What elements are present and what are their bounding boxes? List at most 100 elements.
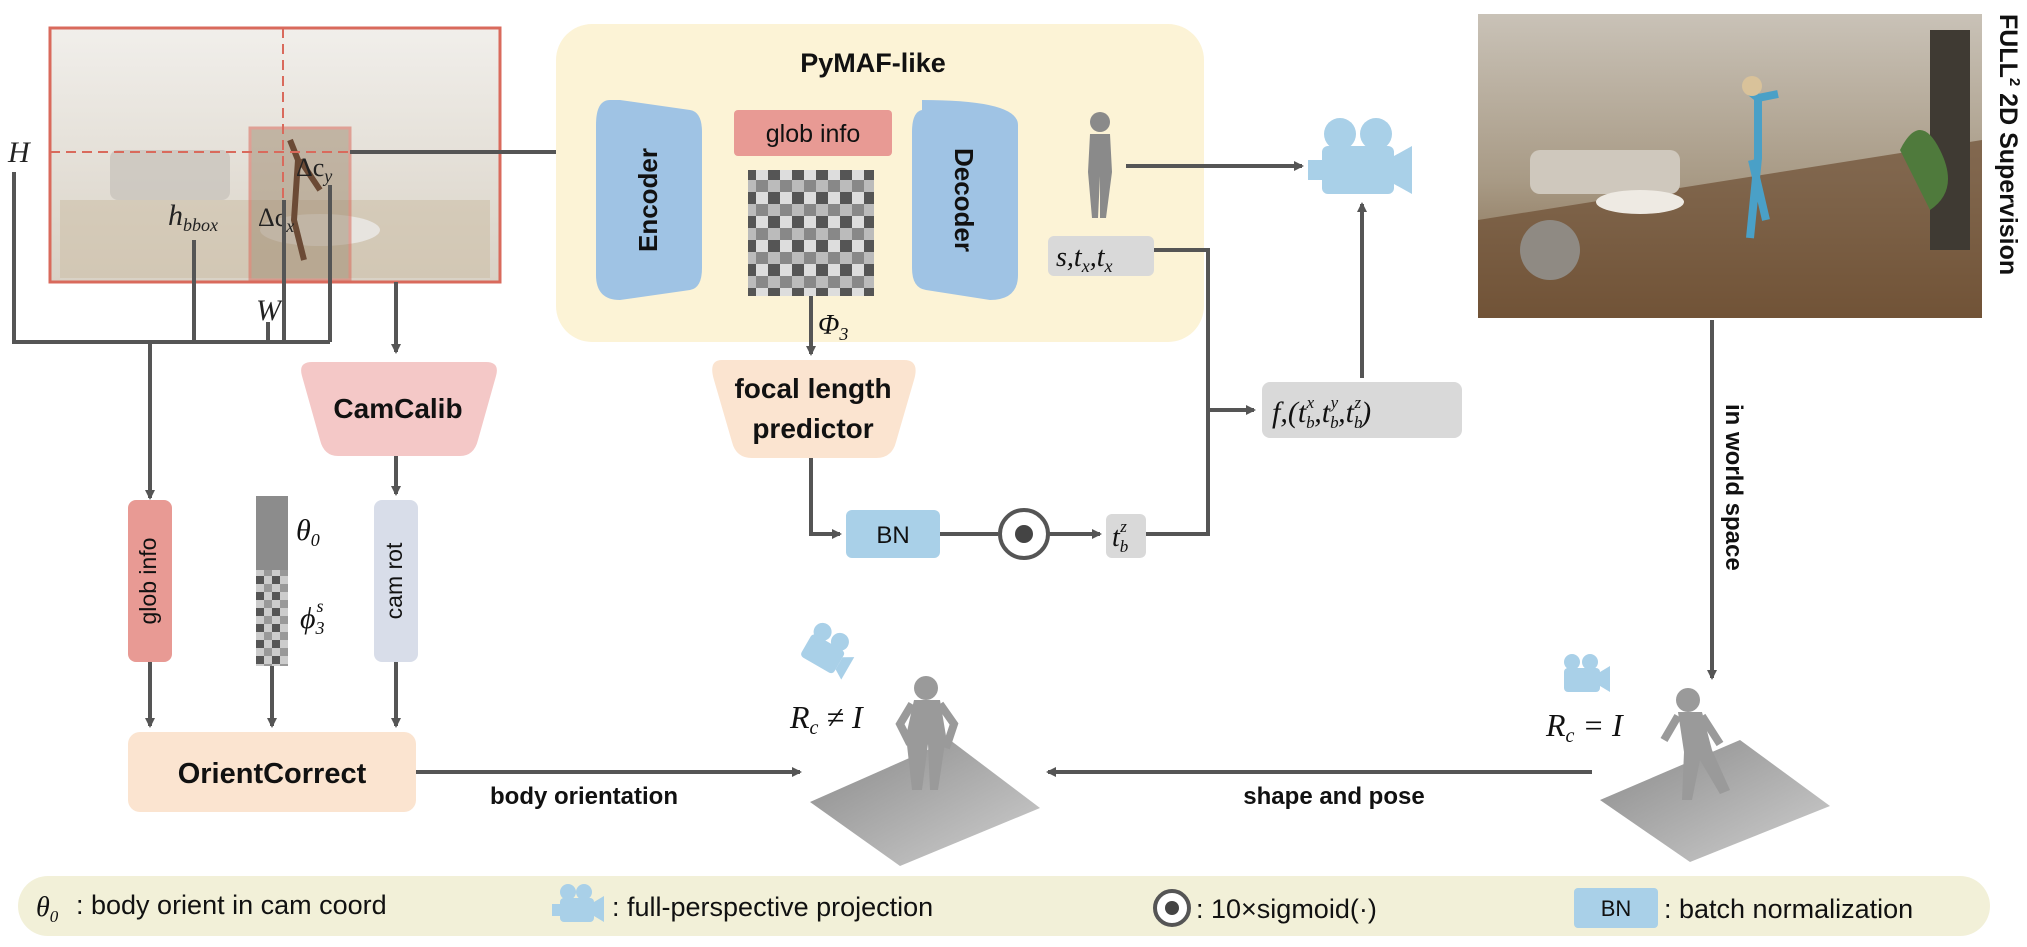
legend-camera-icon — [552, 884, 604, 922]
params-label: s,tx,tx — [1056, 242, 1112, 276]
f-params-c2: ,t — [1338, 396, 1355, 429]
glob-info-top-label: glob info — [766, 120, 861, 148]
tbz-main: t — [1112, 522, 1121, 553]
supervision-image — [1478, 14, 1982, 318]
orient-correct-label: OrientCorrect — [178, 758, 367, 790]
legend-camera-text: : full-perspective projection — [612, 892, 933, 922]
body-orientation-label: body orientation — [490, 783, 678, 810]
rc-neq-main: R — [789, 699, 810, 735]
phi3s-sub: 3 — [315, 618, 325, 638]
decoder-block — [912, 100, 1018, 300]
label-h: h — [168, 199, 183, 232]
label-H: H — [7, 136, 32, 169]
f-params-c1: ,t — [1314, 396, 1331, 429]
params-x2: x — [1103, 256, 1112, 276]
legend-bn-box — [1574, 888, 1658, 928]
f-params-box — [1262, 382, 1462, 438]
shape-pose-label: shape and pose — [1243, 783, 1424, 810]
params-s: s,t — [1056, 242, 1083, 273]
phi3-sub: 3 — [838, 324, 848, 344]
f-params-b2: b — [1330, 413, 1339, 432]
theta0-label: θ0 — [296, 514, 320, 550]
label-h-bbox: hbbox — [168, 199, 218, 235]
f-params-y: y — [1329, 393, 1339, 412]
theta0-main: θ — [296, 514, 311, 547]
camcalib-block — [301, 362, 497, 456]
legend-theta-main: θ — [36, 892, 50, 923]
legend-theta-text: : body orient in cam coord — [76, 890, 387, 920]
encoder-label: Encoder — [633, 148, 663, 252]
label-dcy: Δcy — [296, 153, 332, 186]
camera-icon-top — [1308, 118, 1412, 194]
focal-predictor-line1: focal length — [734, 373, 891, 404]
glob-info-top — [734, 110, 892, 156]
params-box — [1048, 236, 1154, 276]
cam-rot-bar — [374, 500, 418, 662]
param-connectors — [1126, 161, 1367, 536]
theta0-sub: 0 — [311, 530, 320, 550]
pymaf-title: PyMAF-like — [800, 48, 946, 78]
human-mesh-small — [1088, 112, 1112, 218]
camera-icon-center — [801, 622, 855, 680]
in-world-space-label: in world space — [1720, 404, 1747, 571]
params-x1: x — [1081, 256, 1090, 276]
phi3s-sup: s — [317, 596, 324, 616]
label-W: W — [256, 294, 284, 327]
f-params-close: ) — [1359, 396, 1371, 429]
input-bracket-lines — [12, 147, 592, 500]
sigmoid-dot — [1015, 525, 1033, 543]
cam-rot-label: cam rot — [381, 542, 407, 619]
legend-sigmoid-dot — [1165, 901, 1179, 915]
rc-eq-main: R — [1545, 707, 1566, 743]
label-h-sub: bbox — [183, 215, 218, 235]
feature-map — [748, 170, 874, 296]
decoder-label: Decoder — [949, 148, 979, 252]
f-params-b3: b — [1354, 413, 1363, 432]
input-image — [48, 26, 502, 284]
full2-sup: 2 — [2006, 78, 2023, 86]
f-params-z: z — [1353, 393, 1361, 412]
camcalib-label: CamCalib — [333, 393, 462, 424]
phi3-label: Φ3 — [818, 310, 848, 344]
legend-bn-label: BN — [1601, 896, 1632, 921]
phi3s-label: ϕ3s — [300, 596, 325, 638]
rc-neq-sub: c — [810, 717, 819, 739]
params-t2: ,t — [1090, 242, 1106, 273]
f-params-open: ,(t — [1280, 396, 1306, 429]
rc-eq-label: Rc = I — [1545, 707, 1624, 747]
full2-rest: 2D Supervision — [1994, 86, 2022, 275]
tbz-label: tbz — [1112, 517, 1128, 556]
phi3s-main: ϕ — [300, 602, 316, 635]
full2-supervision-label: FULL2 2D Supervision — [1994, 14, 2023, 275]
glob-info-bar-label: glob info — [135, 538, 161, 625]
orient-correct-block — [128, 732, 416, 812]
pymaf-block — [556, 24, 1204, 342]
bn-box — [846, 510, 940, 558]
tbz-box — [1106, 514, 1146, 558]
camera-icon-right — [1564, 654, 1610, 692]
full2-main: FULL — [1994, 14, 2022, 78]
rc-eq-sub: c — [1566, 725, 1575, 747]
label-dcx: Δcx — [258, 203, 294, 236]
tbz-sub: b — [1120, 537, 1129, 556]
theta-phi-stack — [256, 496, 288, 666]
f-params-label: f,(tbx,tby,tbz) — [1272, 393, 1371, 432]
legend-bn-text: : batch normalization — [1664, 894, 1913, 924]
rc-neq-label: Rc ≠ I — [789, 699, 864, 739]
bn-label: BN — [876, 522, 909, 549]
focal-length-predictor — [712, 360, 916, 458]
legend-theta-sub: 0 — [50, 907, 59, 926]
result-mesh-center — [810, 676, 1040, 866]
tbz-sup: z — [1119, 517, 1127, 536]
legend-theta-symbol: θ0 — [36, 892, 59, 926]
focal-predictor-line2: predictor — [752, 413, 873, 444]
legend-sigmoid-text: : 10×sigmoid(·) — [1196, 894, 1377, 924]
legend-bar — [18, 876, 1990, 936]
f-params-b1: b — [1306, 413, 1315, 432]
arrow-to-bn — [809, 458, 842, 539]
rc-neq-rest: ≠ I — [818, 699, 864, 735]
label-dcx-main: Δc — [258, 203, 286, 232]
rc-eq-rest: = I — [1574, 707, 1624, 743]
label-dcx-sub: x — [285, 216, 294, 236]
